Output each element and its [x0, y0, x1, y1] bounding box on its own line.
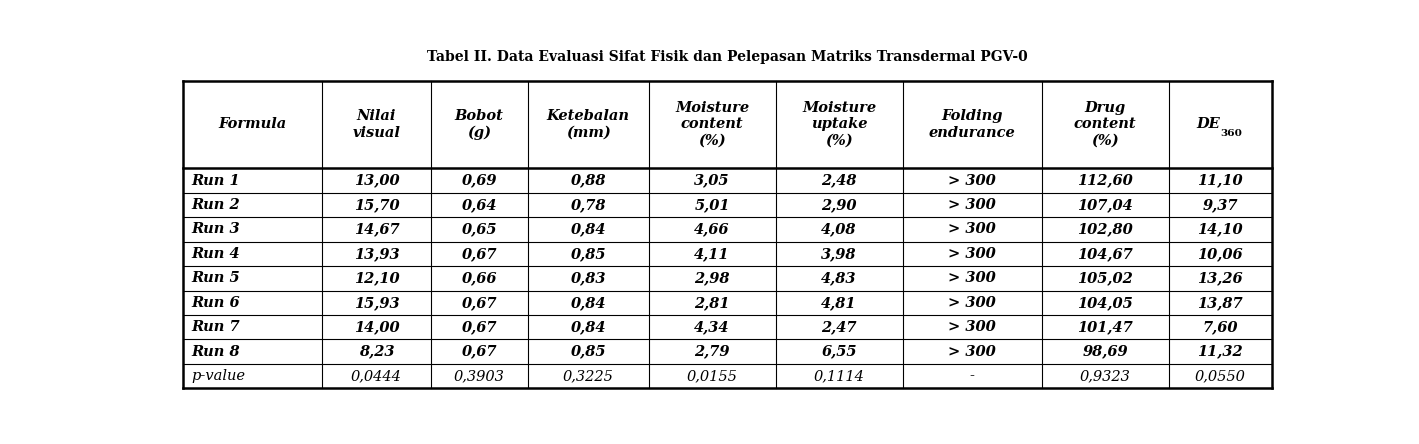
Text: 0,83: 0,83 [570, 271, 606, 285]
Text: Nilai
visual: Nilai visual [352, 109, 400, 139]
Text: 102,80: 102,80 [1077, 222, 1134, 237]
Text: Ketebalan
(mm): Ketebalan (mm) [546, 109, 630, 139]
Text: 13,93: 13,93 [353, 247, 399, 261]
Text: Run 1: Run 1 [192, 174, 240, 187]
Text: 15,70: 15,70 [353, 198, 399, 212]
Text: p-value: p-value [192, 369, 245, 383]
Text: 98,69: 98,69 [1083, 345, 1128, 359]
Text: 13,00: 13,00 [353, 174, 399, 187]
Text: 14,10: 14,10 [1198, 222, 1243, 237]
Text: > 300: > 300 [948, 345, 996, 359]
Text: 104,05: 104,05 [1077, 296, 1134, 310]
Text: 0,78: 0,78 [570, 198, 606, 212]
Text: 8,23: 8,23 [359, 345, 394, 359]
Text: 2,90: 2,90 [822, 198, 857, 212]
Text: 0,84: 0,84 [570, 222, 606, 237]
Text: 2,47: 2,47 [822, 320, 857, 334]
Text: 5,01: 5,01 [694, 198, 729, 212]
Text: > 300: > 300 [948, 174, 996, 187]
Text: 9,37: 9,37 [1202, 198, 1237, 212]
Text: 0,65: 0,65 [461, 222, 497, 237]
Text: 0,84: 0,84 [570, 296, 606, 310]
Text: DE: DE [1196, 118, 1220, 131]
Text: 4,08: 4,08 [822, 222, 857, 237]
Text: 104,67: 104,67 [1077, 247, 1134, 261]
Text: Run 3: Run 3 [192, 222, 240, 237]
Text: > 300: > 300 [948, 247, 996, 261]
Text: 6,55: 6,55 [822, 345, 857, 359]
Text: 105,02: 105,02 [1077, 271, 1134, 285]
Text: Tabel II. Data Evaluasi Sifat Fisik dan Pelepasan Matriks Transdermal PGV-0: Tabel II. Data Evaluasi Sifat Fisik dan … [427, 50, 1027, 63]
Text: 10,06: 10,06 [1198, 247, 1243, 261]
Text: 0,0550: 0,0550 [1195, 369, 1246, 383]
Text: 0,67: 0,67 [461, 320, 497, 334]
Text: 0,67: 0,67 [461, 345, 497, 359]
Text: 0,64: 0,64 [461, 198, 497, 212]
Text: Moisture
content
(%): Moisture content (%) [675, 101, 749, 148]
Text: 0,66: 0,66 [461, 271, 497, 285]
Text: Drug
content
(%): Drug content (%) [1074, 101, 1137, 148]
Text: 0,1114: 0,1114 [813, 369, 864, 383]
Text: 0,3903: 0,3903 [454, 369, 505, 383]
Text: Formula: Formula [219, 118, 287, 131]
Text: Moisture
uptake
(%): Moisture uptake (%) [802, 101, 876, 148]
Text: 3,05: 3,05 [694, 174, 729, 187]
Text: 4,81: 4,81 [822, 296, 857, 310]
Text: Run 6: Run 6 [192, 296, 240, 310]
Text: 0,67: 0,67 [461, 296, 497, 310]
Text: 13,87: 13,87 [1198, 296, 1243, 310]
Text: > 300: > 300 [948, 296, 996, 310]
Text: 2,81: 2,81 [694, 296, 729, 310]
Text: -: - [969, 369, 975, 383]
Text: > 300: > 300 [948, 222, 996, 237]
Text: 3,98: 3,98 [822, 247, 857, 261]
Text: 2,48: 2,48 [822, 174, 857, 187]
Text: 0,0155: 0,0155 [687, 369, 738, 383]
Text: 360: 360 [1220, 128, 1242, 138]
Text: Run 5: Run 5 [192, 271, 240, 285]
Text: Run 4: Run 4 [192, 247, 240, 261]
Text: 0,85: 0,85 [570, 247, 606, 261]
Text: 4,66: 4,66 [694, 222, 729, 237]
Text: 14,67: 14,67 [353, 222, 399, 237]
Text: Bobot
(g): Bobot (g) [455, 109, 504, 140]
Text: Run 8: Run 8 [192, 345, 240, 359]
Text: 107,04: 107,04 [1077, 198, 1134, 212]
Text: 0,84: 0,84 [570, 320, 606, 334]
Text: > 300: > 300 [948, 320, 996, 334]
Text: 12,10: 12,10 [353, 271, 399, 285]
Text: 4,83: 4,83 [822, 271, 857, 285]
Text: Run 2: Run 2 [192, 198, 240, 212]
Text: 0,9323: 0,9323 [1080, 369, 1131, 383]
Text: 13,26: 13,26 [1198, 271, 1243, 285]
Text: > 300: > 300 [948, 198, 996, 212]
Text: 0,69: 0,69 [461, 174, 497, 187]
Text: Folding
endurance: Folding endurance [929, 109, 1016, 139]
Text: > 300: > 300 [948, 271, 996, 285]
Text: 14,00: 14,00 [353, 320, 399, 334]
Text: 2,79: 2,79 [694, 345, 729, 359]
Text: 0,85: 0,85 [570, 345, 606, 359]
Text: 4,34: 4,34 [694, 320, 729, 334]
Text: 4,11: 4,11 [694, 247, 729, 261]
Text: 7,60: 7,60 [1202, 320, 1237, 334]
Text: 0,0444: 0,0444 [350, 369, 402, 383]
Text: 11,10: 11,10 [1198, 174, 1243, 187]
Text: 101,47: 101,47 [1077, 320, 1134, 334]
Text: 11,32: 11,32 [1198, 345, 1243, 359]
Text: 0,88: 0,88 [570, 174, 606, 187]
Text: Run 7: Run 7 [192, 320, 240, 334]
Text: 112,60: 112,60 [1077, 174, 1134, 187]
Text: 0,3225: 0,3225 [563, 369, 613, 383]
Text: 15,93: 15,93 [353, 296, 399, 310]
Text: 0,67: 0,67 [461, 247, 497, 261]
Text: 2,98: 2,98 [694, 271, 729, 285]
